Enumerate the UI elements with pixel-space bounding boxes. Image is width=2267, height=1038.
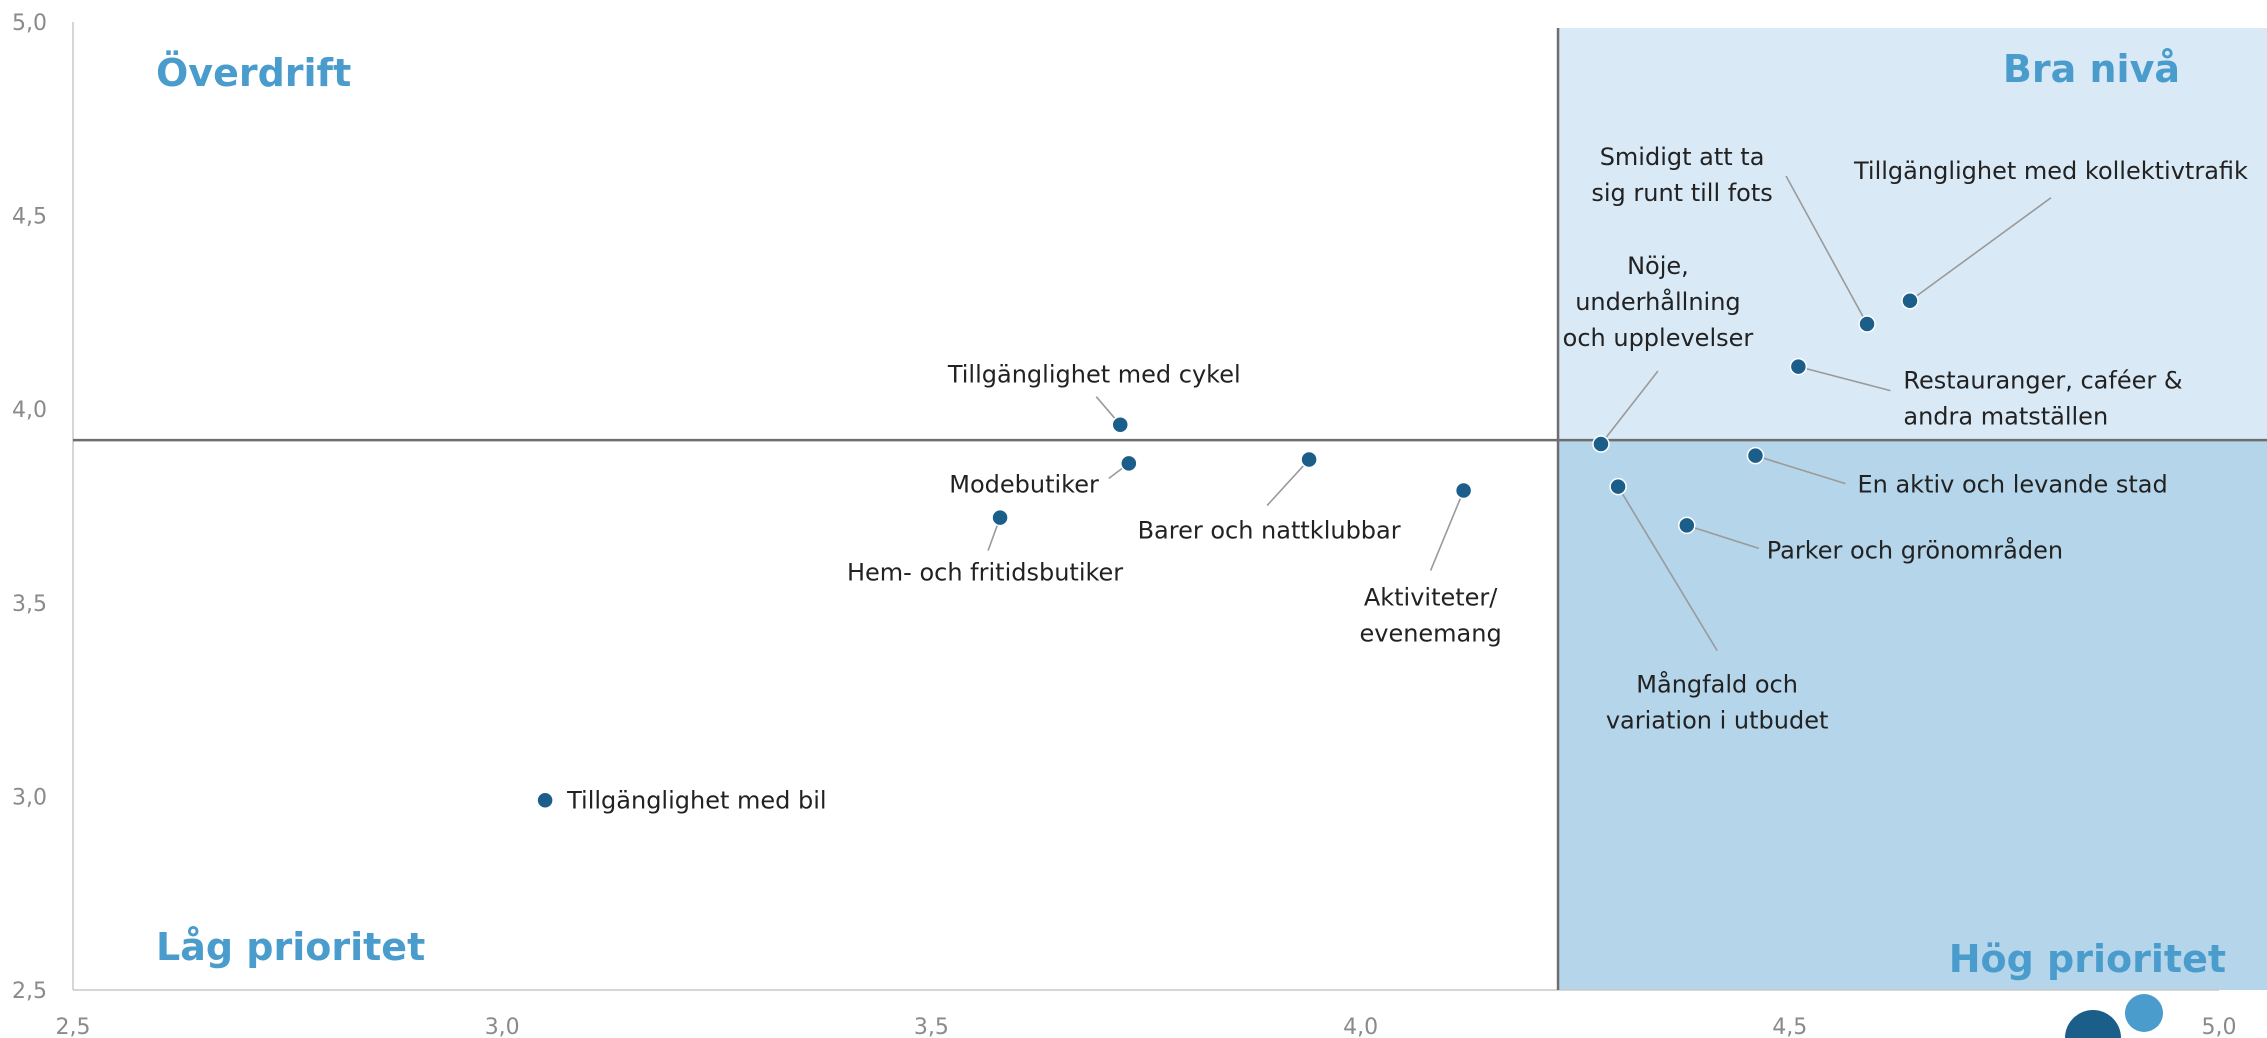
point-label: Nöje, underhållning och upplevelser [1563,252,1754,352]
y-tick-label: 3,0 [12,785,47,810]
quadrant-title-lag-prioritet: Låg prioritet [156,925,425,969]
point-label: Barer och nattklubbar [1138,517,1401,545]
data-point [1746,446,1765,465]
leader-line [1798,365,1891,392]
data-point [1300,450,1318,469]
y-tick-label: 4,5 [12,205,47,230]
y-tick-label: 3,5 [12,592,47,617]
logo-light-circle [2125,994,2163,1032]
leader-line [1617,486,1718,652]
data-point [536,791,554,810]
data-point [1609,477,1627,496]
y-tick-label: 2,5 [12,979,47,1004]
data-point [1789,357,1808,376]
point-label: Modebutiker [949,470,1099,498]
logo-dark-circle [2065,1010,2121,1038]
point-label: Restauranger, caféer & andra matställen [1903,367,2182,431]
data-point [1858,315,1876,333]
point-label: Mångfald och variation i utbudet [1606,670,1829,735]
point-label: Tillgänglighet med cykel [947,361,1241,389]
quadrant-top-right-area [1558,28,2267,441]
data-point [1111,415,1129,434]
point-label: En aktiv och levande stad [1857,471,2167,499]
quadrant-title-hog-prioritet: Hög prioritet [1949,937,2226,981]
point-labels: Tillgänglighet med bil Tillgänglighet med… [566,143,2248,814]
x-tick-label: 4,5 [1772,1015,1807,1038]
y-tick-label: 4,0 [12,398,47,423]
data-points [536,292,1919,810]
y-tick-label: 5,0 [12,11,47,36]
data-point [1901,292,1919,310]
leader-line [1429,490,1465,571]
point-label: Tillgänglighet med kollektivtrafik [1853,157,2248,185]
leader-line [1266,458,1310,507]
leader-line [1600,370,1659,445]
leader-line [1686,524,1760,550]
point-label: Smidigt att ta sig runt till fots [1591,143,1772,207]
point-label: Tillgänglighet med bil [566,786,826,814]
x-tick-label: 2,5 [56,1015,91,1038]
data-point [1678,516,1696,535]
leader-line [1785,175,1868,325]
point-label: Parker och grönområden [1767,535,2063,564]
point-label: Hem- och fritidsbutiker [847,559,1123,587]
quadrant-bottom-right-area [1558,440,2267,990]
logo [2065,994,2163,1038]
x-tick-label: 5,0 [2202,1015,2237,1038]
y-tick-labels: 2,5 3,0 3,5 4,0 4,5 5,0 [12,11,47,1004]
leader-line [1755,454,1846,485]
x-tick-label: 4,0 [1343,1015,1378,1038]
data-point [1592,435,1610,453]
x-tick-label: 3,5 [914,1015,949,1038]
quadrant-title-overdrift: Överdrift [156,51,351,95]
data-point [1454,481,1473,500]
x-tick-labels: 2,5 3,0 3,5 4,0 4,5 5,0 [56,1015,2237,1038]
x-tick-label: 3,0 [485,1015,520,1038]
point-label: Aktiviteter/evenemang [1359,584,1501,648]
data-point [991,508,1009,527]
leader-line [1909,197,2052,302]
quadrant-title-bra-niva: Bra nivå [2003,47,2180,91]
data-point [1120,454,1138,473]
